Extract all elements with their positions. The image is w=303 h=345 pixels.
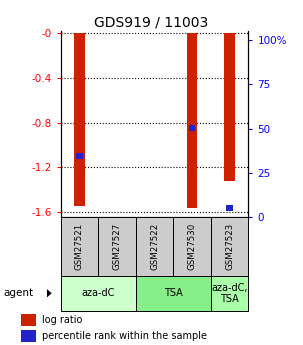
Text: GDS919 / 11003: GDS919 / 11003: [94, 16, 209, 30]
Bar: [173, 217, 211, 276]
Bar: [76, 153, 83, 159]
Bar: [21, 330, 36, 342]
Text: percentile rank within the sample: percentile rank within the sample: [42, 331, 207, 341]
Text: GSM27530: GSM27530: [188, 223, 197, 270]
Bar: [211, 217, 248, 276]
Polygon shape: [47, 289, 52, 297]
Text: agent: agent: [3, 288, 33, 298]
Text: GSM27523: GSM27523: [225, 223, 234, 270]
Bar: [225, 33, 235, 180]
Bar: [61, 217, 98, 276]
Text: TSA: TSA: [164, 288, 183, 298]
Bar: [136, 217, 173, 276]
Text: GSM27522: GSM27522: [150, 223, 159, 270]
Text: aza-dC,
TSA: aza-dC, TSA: [211, 283, 248, 304]
Text: GSM27527: GSM27527: [112, 223, 122, 270]
Bar: [189, 125, 195, 131]
Bar: [187, 33, 197, 208]
Text: log ratio: log ratio: [42, 315, 82, 325]
Bar: [21, 314, 36, 326]
Bar: [98, 217, 136, 276]
Bar: [61, 276, 136, 310]
Bar: [74, 33, 85, 206]
Bar: [211, 276, 248, 310]
Text: aza-dC: aza-dC: [82, 288, 115, 298]
Text: GSM27521: GSM27521: [75, 223, 84, 270]
Bar: [226, 205, 233, 211]
Bar: [136, 276, 211, 310]
